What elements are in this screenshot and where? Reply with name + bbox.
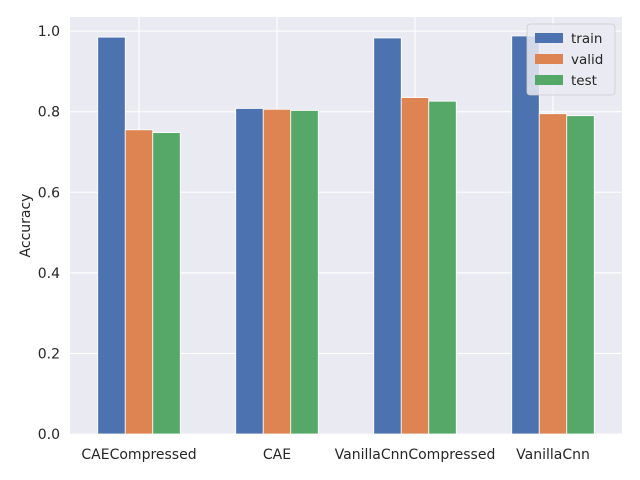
x-tick-label: VanillaCnnCompressed bbox=[335, 447, 496, 463]
bar-train-VanillaCnn bbox=[511, 35, 540, 435]
bar-train-CAE bbox=[235, 108, 264, 435]
y-tick-label: 0.8 bbox=[38, 105, 60, 121]
bar-test-VanillaCnn bbox=[566, 115, 595, 435]
x-axis-ticks: CAECompressed CAE VanillaCnnCompressed Vani… bbox=[81, 447, 589, 463]
legend-label-valid: valid bbox=[571, 52, 603, 68]
y-tick-label: 0.0 bbox=[38, 427, 60, 443]
legend-swatch-valid bbox=[535, 54, 563, 64]
bar-train-CAECompressed bbox=[97, 36, 126, 435]
y-tick-label: 0.2 bbox=[38, 346, 60, 362]
legend: train valid test bbox=[526, 23, 616, 96]
y-axis-ticks: 0.0 0.2 0.4 0.6 0.8 1.0 bbox=[38, 24, 60, 443]
x-tick-label: CAECompressed bbox=[81, 447, 196, 463]
x-tick-label: VanillaCnn bbox=[516, 447, 590, 463]
bar-test-CAECompressed bbox=[152, 132, 181, 435]
bar-train-VanillaCnnCompressed bbox=[373, 37, 402, 435]
bar-valid-VanillaCnn bbox=[538, 113, 568, 435]
x-tick-label: CAE bbox=[263, 447, 291, 463]
legend-swatch-test bbox=[535, 75, 563, 85]
bar-valid-VanillaCnnCompressed bbox=[400, 97, 430, 435]
legend-swatch-train bbox=[535, 33, 563, 43]
y-tick-label: 0.4 bbox=[38, 266, 60, 282]
bars bbox=[97, 35, 595, 435]
bar-test-CAE bbox=[290, 110, 319, 435]
y-axis-label: Accuracy bbox=[18, 194, 34, 258]
legend-label-train: train bbox=[571, 31, 602, 47]
bar-valid-CAE bbox=[262, 108, 292, 435]
y-tick-label: 0.6 bbox=[38, 185, 60, 201]
bar-test-VanillaCnnCompressed bbox=[428, 100, 457, 435]
y-tick-label: 1.0 bbox=[38, 24, 60, 40]
legend-label-test: test bbox=[571, 73, 597, 89]
bar-valid-CAECompressed bbox=[124, 129, 154, 435]
